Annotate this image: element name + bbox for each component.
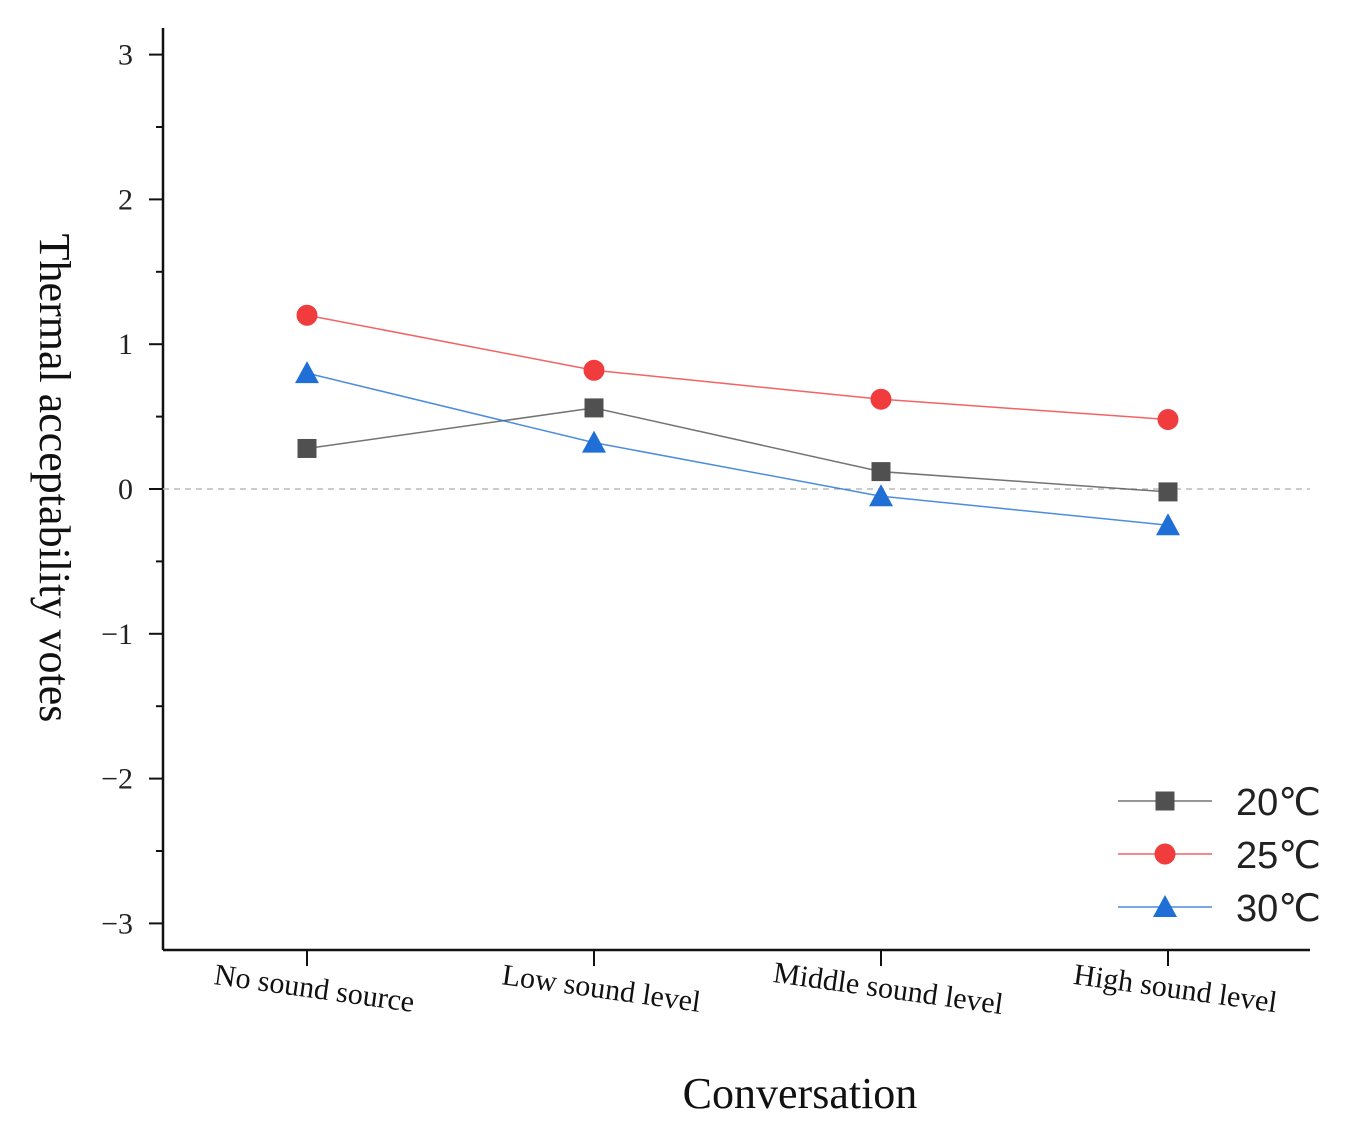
data-point (1156, 513, 1180, 536)
series-2 (295, 361, 1180, 536)
y-tick-label: 2 (118, 183, 133, 216)
data-point (582, 430, 606, 453)
data-point (1157, 408, 1179, 430)
axes: −3 −2 −1 0 1 2 3 No sound source Low sound level… (101, 28, 1310, 1021)
data-point (296, 304, 318, 326)
x-tick-label: Middle sound level (771, 956, 1005, 1021)
series-line (306, 372, 1169, 526)
x-tick-label: High sound level (1072, 958, 1280, 1019)
x-tick-label: Low sound level (500, 958, 703, 1019)
legend-label: 25℃ (1236, 835, 1321, 877)
data-point (1158, 482, 1178, 502)
y-tick-label: −2 (101, 763, 133, 796)
x-tick-label: No sound source (212, 958, 416, 1019)
series-0 (297, 398, 1178, 502)
series-layer (295, 304, 1180, 536)
legend-label: 20℃ (1236, 782, 1321, 824)
data-point (584, 398, 604, 418)
series-line (306, 407, 1169, 493)
legend-label: 30℃ (1236, 888, 1321, 930)
y-tick-label: 1 (118, 328, 133, 361)
x-axis-title: Conversation (683, 1069, 918, 1118)
legend: 20℃ 25℃ 30℃ (1118, 782, 1321, 930)
y-tick-label: 0 (118, 473, 133, 506)
legend-marker (1155, 791, 1175, 811)
data-point (583, 359, 605, 381)
data-point (295, 361, 319, 384)
legend-marker (1154, 843, 1176, 865)
data-point (871, 462, 891, 482)
legend-marker (1153, 895, 1177, 917)
data-point (297, 438, 317, 458)
y-tick-label: −3 (101, 907, 133, 940)
y-axis-title: Thermal acceptability votes (30, 234, 79, 723)
series-1 (296, 304, 1179, 430)
data-point (870, 388, 892, 410)
y-tick-label: −1 (101, 618, 133, 651)
series-line (306, 314, 1169, 421)
y-tick-label: 3 (118, 39, 133, 72)
data-point (869, 484, 893, 507)
